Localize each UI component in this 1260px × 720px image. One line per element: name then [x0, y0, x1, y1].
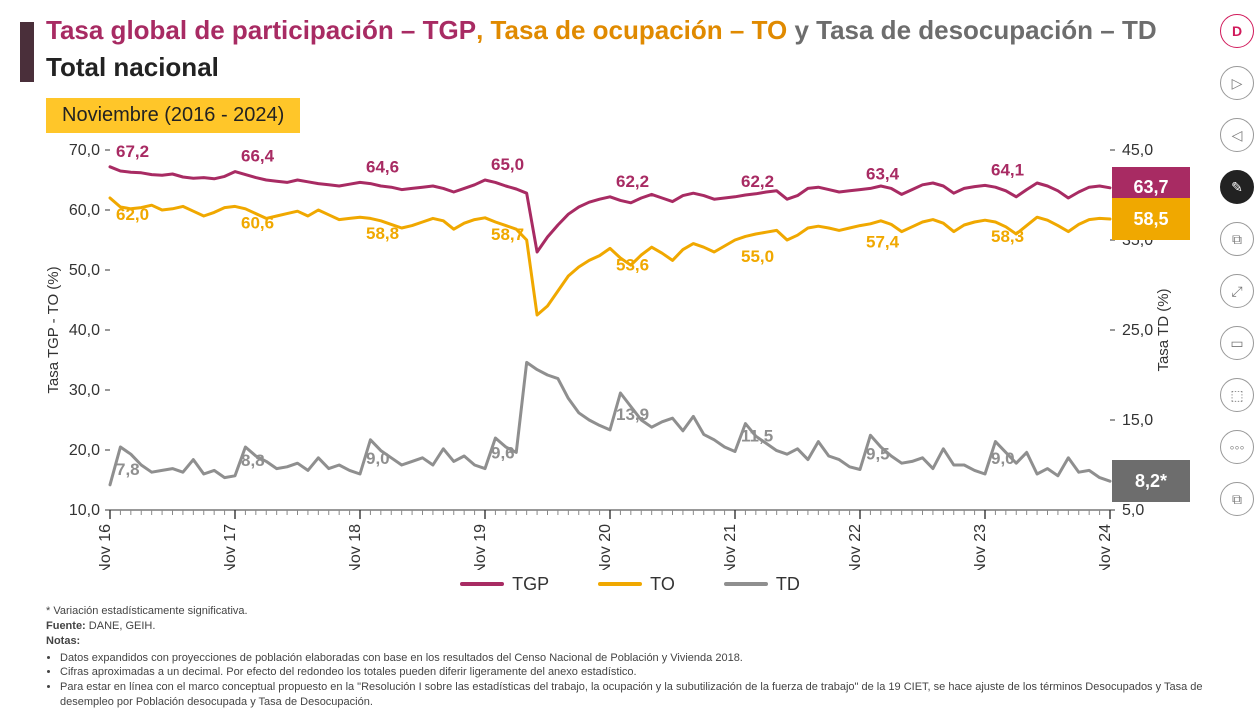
svg-text:57,4: 57,4	[866, 233, 900, 252]
svg-text:70,0: 70,0	[69, 142, 100, 159]
svg-text:58,7: 58,7	[491, 225, 524, 244]
note-3: Para estar en línea con el marco concept…	[60, 680, 1220, 710]
svg-text:62,0: 62,0	[116, 205, 149, 224]
svg-text:7,8: 7,8	[116, 460, 140, 479]
legend-td-label: TD	[776, 574, 800, 595]
title-part: , Tasa de ocupación –	[476, 15, 752, 45]
svg-text:9,0: 9,0	[991, 449, 1015, 468]
end-flag-td: 8,2*	[1112, 460, 1190, 502]
end-flag-to: 58,5	[1112, 198, 1190, 240]
legend-tgp: TGP	[460, 574, 549, 595]
title-to: TO	[752, 15, 788, 45]
svg-text:60,6: 60,6	[241, 213, 274, 232]
svg-text:Nov 20: Nov 20	[597, 524, 614, 570]
svg-text:9,0: 9,0	[366, 449, 390, 468]
svg-text:10,0: 10,0	[69, 502, 100, 519]
accent-bar	[20, 22, 34, 82]
svg-text:Nov 24: Nov 24	[1097, 524, 1114, 570]
toolbar-button[interactable]: ◦◦◦	[1220, 430, 1254, 464]
fuente-text: DANE, GEIH.	[86, 620, 156, 632]
svg-text:Nov 18: Nov 18	[347, 524, 364, 570]
footnotes: * Variación estadísticamente significati…	[46, 604, 1220, 710]
fuente-label: Fuente:	[46, 620, 86, 632]
toolbar-button[interactable]: ⧉	[1220, 482, 1254, 516]
legend-td: TD	[724, 574, 800, 595]
note-2: Cifras aproximadas a un decimal. Por efe…	[60, 665, 1220, 680]
svg-text:13,9: 13,9	[616, 405, 649, 424]
svg-text:40,0: 40,0	[69, 322, 100, 339]
svg-text:9,6: 9,6	[491, 444, 515, 463]
svg-text:45,0: 45,0	[1122, 142, 1153, 159]
svg-text:65,0: 65,0	[491, 155, 524, 174]
svg-text:Nov 22: Nov 22	[847, 524, 864, 570]
svg-text:55,0: 55,0	[741, 247, 774, 266]
svg-text:Nov 19: Nov 19	[472, 524, 489, 570]
toolbar-button[interactable]: ⤢	[1220, 274, 1254, 308]
toolbar-button[interactable]: D	[1220, 14, 1254, 48]
toolbar-button[interactable]: ▷	[1220, 66, 1254, 100]
svg-text:9,5: 9,5	[866, 445, 890, 464]
toolbar-button[interactable]: ⬚	[1220, 378, 1254, 412]
toolbar-button[interactable]: ▭	[1220, 326, 1254, 360]
svg-text:Nov 23: Nov 23	[972, 524, 989, 570]
svg-text:Tasa TD (%): Tasa TD (%)	[1155, 288, 1172, 371]
svg-text:50,0: 50,0	[69, 262, 100, 279]
page-subtitle: Total nacional	[46, 52, 219, 83]
svg-text:64,6: 64,6	[366, 157, 399, 176]
svg-text:64,1: 64,1	[991, 160, 1024, 179]
svg-text:8,8: 8,8	[241, 451, 265, 470]
title-td: TD	[1122, 15, 1157, 45]
period-pill: Noviembre (2016 - 2024)	[46, 98, 300, 133]
svg-text:60,0: 60,0	[69, 202, 100, 219]
title-tgp: TGP	[423, 15, 476, 45]
svg-text:62,2: 62,2	[616, 172, 649, 191]
svg-text:63,4: 63,4	[866, 165, 900, 184]
toolbar-button[interactable]: ◁	[1220, 118, 1254, 152]
title-part: Tasa global de participación –	[46, 15, 423, 45]
svg-text:Nov 16: Nov 16	[97, 524, 114, 570]
note-star: * Variación estadísticamente significati…	[46, 604, 1220, 619]
svg-text:Tasa TGP - TO (%): Tasa TGP - TO (%)	[45, 266, 62, 393]
toolbar-button[interactable]: ⧉	[1220, 222, 1254, 256]
legend-to-label: TO	[650, 574, 675, 595]
toolbar-button[interactable]: ✎	[1220, 170, 1254, 204]
svg-text:25,0: 25,0	[1122, 322, 1153, 339]
svg-text:58,3: 58,3	[991, 227, 1024, 246]
title-part: y Tasa de desocupación –	[787, 15, 1122, 45]
legend-tgp-label: TGP	[512, 574, 549, 595]
right-toolbar: D ▷ ◁ ✎ ⧉ ⤢ ▭ ⬚ ◦◦◦ ⧉	[1220, 14, 1254, 516]
legend-to: TO	[598, 574, 675, 595]
note-1: Datos expandidos con proyecciones de pob…	[60, 651, 1220, 666]
chart: 10,020,030,040,050,060,070,05,015,025,03…	[40, 140, 1190, 570]
notas-label: Notas:	[46, 635, 80, 647]
svg-text:15,0: 15,0	[1122, 412, 1153, 429]
svg-text:58,8: 58,8	[366, 224, 399, 243]
page-title: Tasa global de participación – TGP, Tasa…	[46, 15, 1180, 46]
svg-text:Nov 17: Nov 17	[222, 524, 239, 570]
legend: TGP TO TD	[0, 570, 1260, 595]
svg-text:20,0: 20,0	[69, 442, 100, 459]
svg-text:5,0: 5,0	[1122, 502, 1144, 519]
svg-text:11,5: 11,5	[741, 427, 773, 446]
svg-text:Nov 21: Nov 21	[722, 524, 739, 570]
svg-text:62,2: 62,2	[741, 172, 774, 191]
svg-text:67,2: 67,2	[116, 142, 149, 161]
svg-text:66,4: 66,4	[241, 147, 275, 166]
svg-text:30,0: 30,0	[69, 382, 100, 399]
svg-text:53,6: 53,6	[616, 255, 649, 274]
